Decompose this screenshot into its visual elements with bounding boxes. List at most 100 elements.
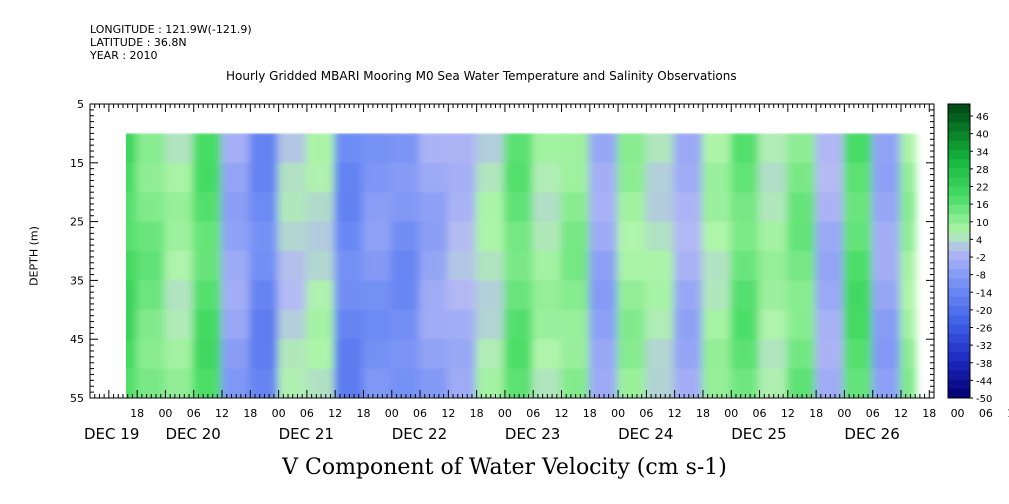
y-tick-label: 55 [70, 392, 84, 405]
heatmap-cell [390, 309, 422, 340]
heatmap-cell [390, 251, 422, 281]
heatmap-cell [164, 251, 195, 281]
colorbar-swatch [948, 195, 970, 206]
heatmap-cell [786, 339, 818, 370]
heatmap-cell [447, 221, 478, 252]
heatmap-cell [221, 339, 252, 370]
x-tick-label: 12 [894, 407, 908, 420]
heatmap-cell [126, 309, 139, 340]
heatmap-cell [362, 251, 393, 281]
heatmap-cell [673, 251, 704, 281]
heatmap-cell [560, 368, 591, 398]
x-tick-label: 00 [272, 407, 286, 420]
heatmap-cell [786, 192, 818, 223]
heatmap-cell [447, 251, 478, 281]
heatmap-cell [815, 192, 846, 223]
heatmap-cell [419, 309, 450, 340]
heatmap-cell [588, 309, 620, 340]
heatmap-cell [305, 251, 337, 281]
heatmap-cell [305, 133, 337, 164]
x-tick-label: 12 [1007, 407, 1009, 420]
heatmap-cell [871, 133, 902, 164]
heatmap-cell [503, 162, 535, 193]
heatmap-cell [447, 133, 478, 164]
heatmap-cell [249, 192, 280, 223]
heatmap-cell [645, 309, 676, 340]
heatmap-cell [758, 162, 789, 193]
heatmap-cell [730, 251, 761, 281]
y-tick-label: 15 [70, 157, 84, 170]
colorbar-swatch [948, 122, 970, 132]
heatmap-cell [617, 251, 648, 281]
heatmap-cell [617, 162, 648, 193]
heatmap-cell [815, 280, 846, 311]
heatmap-cell [164, 162, 195, 193]
heatmap-cell [390, 280, 422, 311]
x-tick-label: 00 [611, 407, 625, 420]
x-tick-label: 18 [696, 407, 710, 420]
heatmap-cell [900, 162, 917, 193]
heatmap-cell [475, 221, 506, 252]
heatmap-cell [843, 251, 874, 281]
heatmap-cell [390, 221, 422, 252]
colorbar-label: 16 [976, 200, 989, 211]
colorbar-swatch [948, 333, 970, 344]
heatmap-cell [673, 309, 704, 340]
heatmap-cell [815, 339, 846, 370]
heatmap-cell [815, 251, 846, 281]
heatmap-cell [730, 368, 761, 398]
heatmap-cell [560, 280, 591, 311]
heatmap-cell [221, 280, 252, 311]
x-tick-label: 18 [130, 407, 144, 420]
heatmap-cell [390, 192, 422, 223]
x-axis: 18 00 06 12 18 00 06 12 18 00 06 12 18 00 06 12 18 00 06 12… [84, 104, 1009, 443]
heatmap-cell [192, 339, 223, 370]
heatmap-cell [503, 251, 535, 281]
x-tick-label: 00 [951, 407, 965, 420]
heatmap-cell [871, 309, 902, 340]
heatmap-cell [192, 133, 223, 164]
heatmap-cell [447, 309, 478, 340]
colorbar-label: -14 [976, 288, 992, 299]
heatmap-cell [702, 251, 733, 281]
y-tick-label: 45 [70, 333, 84, 346]
heatmap-cell [136, 162, 167, 193]
heatmap-cell [673, 192, 704, 223]
colorbar-swatch [948, 131, 970, 142]
heatmap-cell [390, 339, 422, 370]
heatmap-cell [617, 280, 648, 311]
heatmap-cell [702, 162, 733, 193]
x-day-label: DEC 25 [731, 425, 786, 443]
heatmap-cell [447, 162, 478, 193]
x-tick-label: 18 [922, 407, 936, 420]
colorbar: 46 40 34 28 22 16 10 4 -2 -8 -14 -20 -26 -32 -38 -44 -50 [947, 103, 992, 405]
colorbar-swatch [948, 287, 970, 298]
heatmap-cell [221, 162, 252, 193]
heatmap-cell [673, 280, 704, 311]
heatmap-cell [249, 309, 280, 340]
heatmap-cell [334, 251, 365, 281]
heatmap-cell [532, 221, 563, 252]
heatmap-cell [532, 280, 563, 311]
heatmap-cell [126, 221, 139, 252]
heatmap-cell [758, 221, 789, 252]
y-tick-label: 35 [70, 274, 84, 287]
heatmap-cell [362, 221, 393, 252]
heatmap-cell [475, 162, 506, 193]
heatmap-cell [900, 133, 917, 164]
heatmap-cell [475, 280, 506, 311]
heatmap-cell [334, 309, 365, 340]
colorbar-swatch [948, 296, 970, 307]
heatmap-cell [503, 221, 535, 252]
heatmap-cell [617, 221, 648, 252]
heatmap-cell [645, 133, 676, 164]
heatmap-cell [126, 280, 139, 311]
heatmap-cell [617, 133, 648, 164]
x-day-label: DEC 22 [392, 425, 447, 443]
heatmap-cell [164, 309, 195, 340]
heatmap-cell [475, 133, 506, 164]
colorbar-label: 4 [976, 235, 982, 246]
heatmap-cell [843, 133, 874, 164]
colorbar-swatch [948, 342, 970, 353]
heatmap-cell [871, 221, 902, 252]
